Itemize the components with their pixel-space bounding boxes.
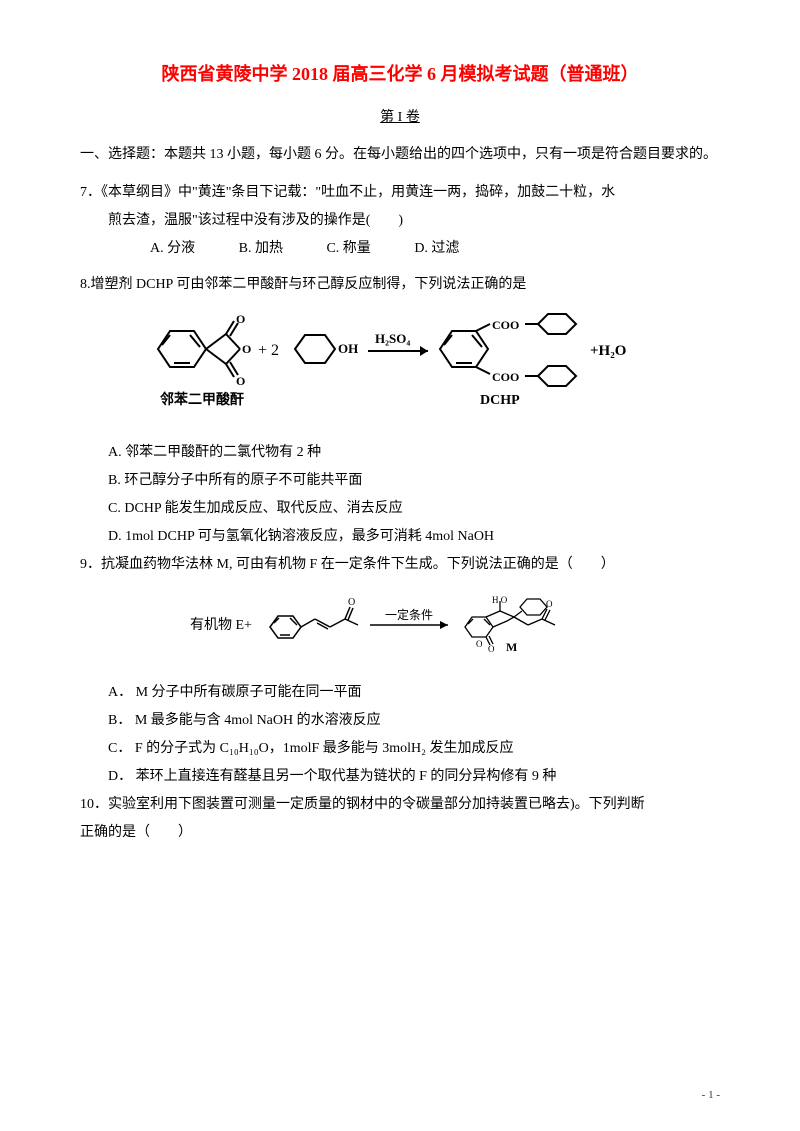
- q9-optC: C． F 的分子式为 C₁₀H₁₀O，1molF 最多能与 3molH₂ 发生加…: [80, 735, 720, 763]
- q7-optB: B. 加热: [239, 241, 283, 256]
- svg-text:+ 2: + 2: [258, 342, 279, 359]
- question-7: 7．《本草纲目》中"黄连"条目下记载："吐血不止，用黄连一两，捣碎，加鼓二十粒，…: [80, 179, 720, 263]
- q7-options: A. 分液 B. 加热 C. 称量 D. 过滤: [80, 235, 720, 263]
- svg-text:O: O: [546, 599, 553, 609]
- q9-text: 抗凝血药物华法林 M, 可由有机物 F 在一定条件下生成。下列说法正确的是（ ）: [101, 557, 615, 572]
- svg-text:COO: COO: [492, 370, 519, 384]
- svg-text:M: M: [506, 640, 517, 654]
- q10-num: 10．: [80, 797, 108, 812]
- exam-title: 陕西省黄陵中学 2018 届高三化学 6 月模拟考试题（普通班）: [80, 60, 720, 86]
- q9-optD: D． 苯环上直接连有醛基且另一个取代基为链状的 F 的同分异构修有 9 种: [80, 763, 720, 791]
- q9-reaction-diagram: 有机物 E+ O 一定条件: [80, 589, 720, 664]
- svg-text:O: O: [476, 639, 483, 649]
- q8-optA: A. 邻苯二甲酸酐的二氯代物有 2 种: [80, 439, 720, 467]
- q7-optD: D. 过滤: [414, 241, 459, 256]
- q8-optC: C. DCHP 能发生加成反应、取代反应、消去反应: [80, 495, 720, 523]
- q9-num: 9．: [80, 557, 101, 572]
- svg-text:O: O: [488, 644, 495, 654]
- q7-optC: C. 称量: [326, 241, 370, 256]
- question-8: 8.增塑剂 DCHP 可由邻苯二甲酸酐与环己醇反应制得，下列说法正确的是: [80, 271, 720, 299]
- section-instruction: 一、选择题：本题共 13 小题，每小题 6 分。在每小题给出的四个选项中，只有一…: [80, 141, 720, 169]
- q8-text: 增塑剂 DCHP 可由邻苯二甲酸酐与环己醇反应制得，下列说法正确的是: [91, 277, 527, 292]
- q8-optD: D. 1mol DCHP 可与氢氧化钠溶液反应，最多可消耗 4mol NaOH: [80, 523, 720, 551]
- svg-text:一定条件: 一定条件: [385, 607, 433, 622]
- q9-optA: A． M 分子中所有碳原子可能在同一平面: [80, 679, 720, 707]
- svg-text:邻苯二甲酸酐: 邻苯二甲酸酐: [160, 391, 244, 408]
- question-9: 9．抗凝血药物华法林 M, 可由有机物 F 在一定条件下生成。下列说法正确的是（…: [80, 551, 720, 579]
- q8-optB: B. 环己醇分子中所有的原子不可能共平面: [80, 467, 720, 495]
- svg-text:DCHP: DCHP: [480, 393, 520, 408]
- svg-text:H O: H O: [492, 595, 508, 605]
- svg-text:O: O: [236, 312, 245, 326]
- svg-text:H₂SO₄: H₂SO₄: [375, 331, 410, 346]
- svg-text:+H₂O: +H₂O: [590, 343, 626, 359]
- q7-optA: A. 分液: [150, 241, 195, 256]
- svg-text:O: O: [242, 342, 251, 356]
- q8-num: 8.: [80, 277, 91, 292]
- svg-text:O: O: [348, 597, 355, 608]
- question-10: 10．实验室利用下图装置可测量一定质量的钢材中的令碳量部分加持装置已略去)。下列…: [80, 791, 720, 847]
- q7-num: 7．: [80, 185, 101, 200]
- svg-text:有机物 E+: 有机物 E+: [190, 617, 252, 633]
- q7-text1: 《本草纲目》中"黄连"条目下记载："吐血不止，用黄连一两，捣碎，加鼓二十粒，水: [101, 185, 615, 200]
- q10-text1: 实验室利用下图装置可测量一定质量的钢材中的令碳量部分加持装置已略去)。下列判断: [108, 797, 645, 812]
- svg-text:O: O: [236, 374, 245, 388]
- q8-reaction-diagram: O O O 邻苯二甲酸酐 + 2 OH H₂SO₄ COO COO: [80, 309, 720, 424]
- q7-text2: 煎去渣，温服"该过程中没有涉及的操作是( ): [80, 207, 720, 235]
- section-subtitle: 第 I 卷: [80, 106, 720, 126]
- svg-text:COO: COO: [492, 318, 519, 332]
- q9-optB: B． M 最多能与含 4mol NaOH 的水溶液反应: [80, 707, 720, 735]
- svg-text:OH: OH: [338, 341, 358, 356]
- q10-text2: 正确的是（ ）: [80, 819, 720, 847]
- page-number: - 1 -: [702, 1089, 720, 1101]
